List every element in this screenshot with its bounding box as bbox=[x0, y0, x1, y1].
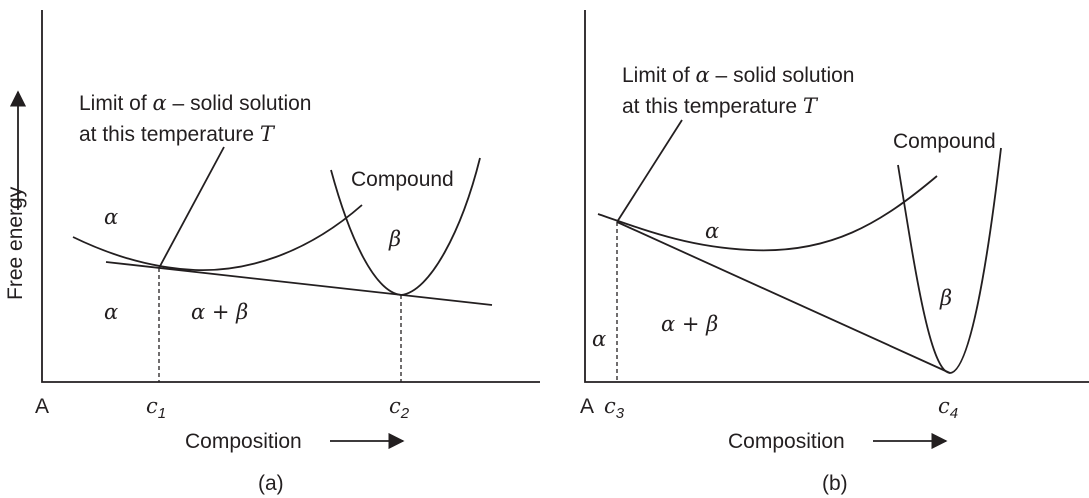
panel-a-compound-label: Compound bbox=[351, 168, 454, 191]
panel-b-x-axis-label: Composition bbox=[728, 430, 845, 453]
panel-b-compound-label: Compound bbox=[893, 130, 996, 153]
panel-a-alpha-region-label: α bbox=[104, 300, 118, 324]
panel-a-origin-label: A bbox=[35, 395, 49, 418]
panel-b-beta-curve bbox=[897, 147, 1002, 374]
panel-b-c3-label: c3 bbox=[604, 394, 625, 422]
panel-b-alpha-curve bbox=[597, 175, 938, 252]
panel-a-x-axis-label: Composition bbox=[185, 430, 302, 453]
panel-a: Limit of α – solid solution at this temp… bbox=[35, 10, 540, 495]
panel-b-alpha-curve-label: α bbox=[705, 219, 719, 243]
panel-a-c1-label: c1 bbox=[146, 394, 166, 422]
panel-b: Limit of α – solid solution at this temp… bbox=[580, 10, 1089, 495]
y-axis-label: Free energy bbox=[4, 186, 27, 300]
panel-b-origin-label: A bbox=[580, 395, 594, 418]
panel-a-two-phase-label: α + β bbox=[191, 300, 248, 324]
panel-b-caption: (b) bbox=[822, 472, 848, 495]
panel-b-annotation-line1: Limit of α – solid solution bbox=[622, 63, 854, 87]
panel-b-alpha-region-label: α bbox=[592, 327, 606, 351]
panel-a-axes bbox=[41, 10, 540, 383]
panel-b-common-tangent bbox=[616, 221, 951, 374]
panel-a-caption: (a) bbox=[258, 472, 284, 495]
y-axis-title: Free energy bbox=[4, 90, 27, 300]
panel-b-two-phase-label: α + β bbox=[661, 312, 718, 336]
panel-b-annotation-pointer bbox=[616, 119, 683, 223]
panel-a-beta-curve-label: β bbox=[388, 227, 401, 251]
panel-a-common-tangent bbox=[105, 261, 493, 306]
panel-a-alpha-curve bbox=[72, 204, 363, 272]
panel-a-c2-label: c2 bbox=[389, 394, 410, 422]
panel-a-alpha-curve-label: α bbox=[104, 205, 118, 229]
panel-b-beta-curve-label: β bbox=[939, 286, 952, 310]
panel-a-annotation-pointer bbox=[158, 146, 225, 269]
panel-b-annotation-line2: at this temperature T bbox=[622, 94, 819, 118]
panel-b-axes bbox=[584, 10, 1089, 383]
panel-b-c4-label: c4 bbox=[938, 394, 958, 422]
panel-a-annotation-line1: Limit of α – solid solution bbox=[79, 91, 311, 115]
panel-a-annotation-line2: at this temperature T bbox=[79, 122, 276, 146]
